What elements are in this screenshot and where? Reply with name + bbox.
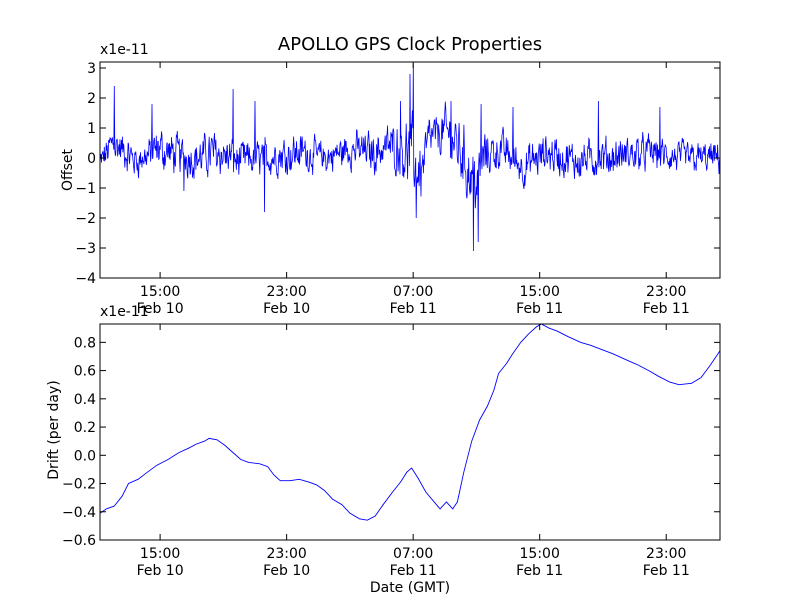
- drift-series: [99, 323, 721, 521]
- y-tick-label: 0.2: [74, 420, 96, 436]
- x-tick-label-date: Feb 11: [516, 563, 563, 579]
- x-tick-label-date: Feb 10: [263, 563, 310, 579]
- x-tick-label-time: 15:00: [140, 546, 180, 562]
- x-tick-label-time: 15:00: [140, 284, 180, 300]
- y-tick-label: −3: [75, 241, 96, 257]
- chart-title: APOLLO GPS Clock Properties: [278, 34, 542, 55]
- x-tick-label-date: Feb 11: [516, 301, 563, 317]
- x-tick-label-time: 15:00: [520, 546, 560, 562]
- x-tick-label-date: Feb 10: [137, 301, 184, 317]
- x-tick-label-date: Feb 11: [643, 563, 690, 579]
- x-tick-label-time: 23:00: [646, 546, 686, 562]
- x-tick-label-time: 23:00: [266, 284, 306, 300]
- x-tick-label-time: 15:00: [520, 284, 560, 300]
- y-tick-label: −4: [75, 271, 96, 287]
- y-tick-label: 0.8: [74, 335, 96, 351]
- x-tick-label-time: 23:00: [266, 546, 306, 562]
- x-tick-label-date: Feb 11: [643, 301, 690, 317]
- y-tick-label: 2: [87, 91, 96, 107]
- offset-scale-label: x1e-11: [100, 42, 149, 58]
- x-tick-label-date: Feb 10: [263, 301, 310, 317]
- y-tick-label: −2: [75, 211, 96, 227]
- offset-series-line: [99, 63, 721, 252]
- y-tick-label: 0.0: [74, 448, 96, 464]
- offset-y-axis-label: Offset: [60, 148, 76, 191]
- x-tick-label-time: 07:00: [393, 284, 433, 300]
- x-axis-label: Date (GMT): [370, 580, 450, 596]
- offset-axes-frame: [99, 61, 721, 279]
- drift-axes-frame: [99, 323, 721, 541]
- y-tick-label: −0.4: [62, 505, 96, 521]
- x-tick-label-time: 23:00: [646, 284, 686, 300]
- x-tick-label-date: Feb 11: [390, 563, 437, 579]
- drift-y-axis-label: Drift (per day): [46, 380, 62, 479]
- y-tick-label: 3: [87, 61, 96, 77]
- drift-scale-label: x1e-11: [100, 304, 149, 320]
- x-tick-label-date: Feb 11: [390, 301, 437, 317]
- y-tick-label: 0.6: [74, 364, 96, 380]
- drift-series-line: [99, 323, 721, 521]
- x-tick-label-date: Feb 10: [137, 563, 184, 579]
- y-tick-label: 1: [87, 121, 96, 137]
- x-tick-label-time: 07:00: [393, 546, 433, 562]
- offset-series: [99, 63, 721, 252]
- y-tick-label: 0: [87, 151, 96, 167]
- y-tick-label: −0.2: [62, 477, 96, 493]
- y-tick-label: 0.4: [74, 392, 96, 408]
- y-tick-label: −1: [75, 181, 96, 197]
- y-tick-label: −0.6: [62, 533, 96, 549]
